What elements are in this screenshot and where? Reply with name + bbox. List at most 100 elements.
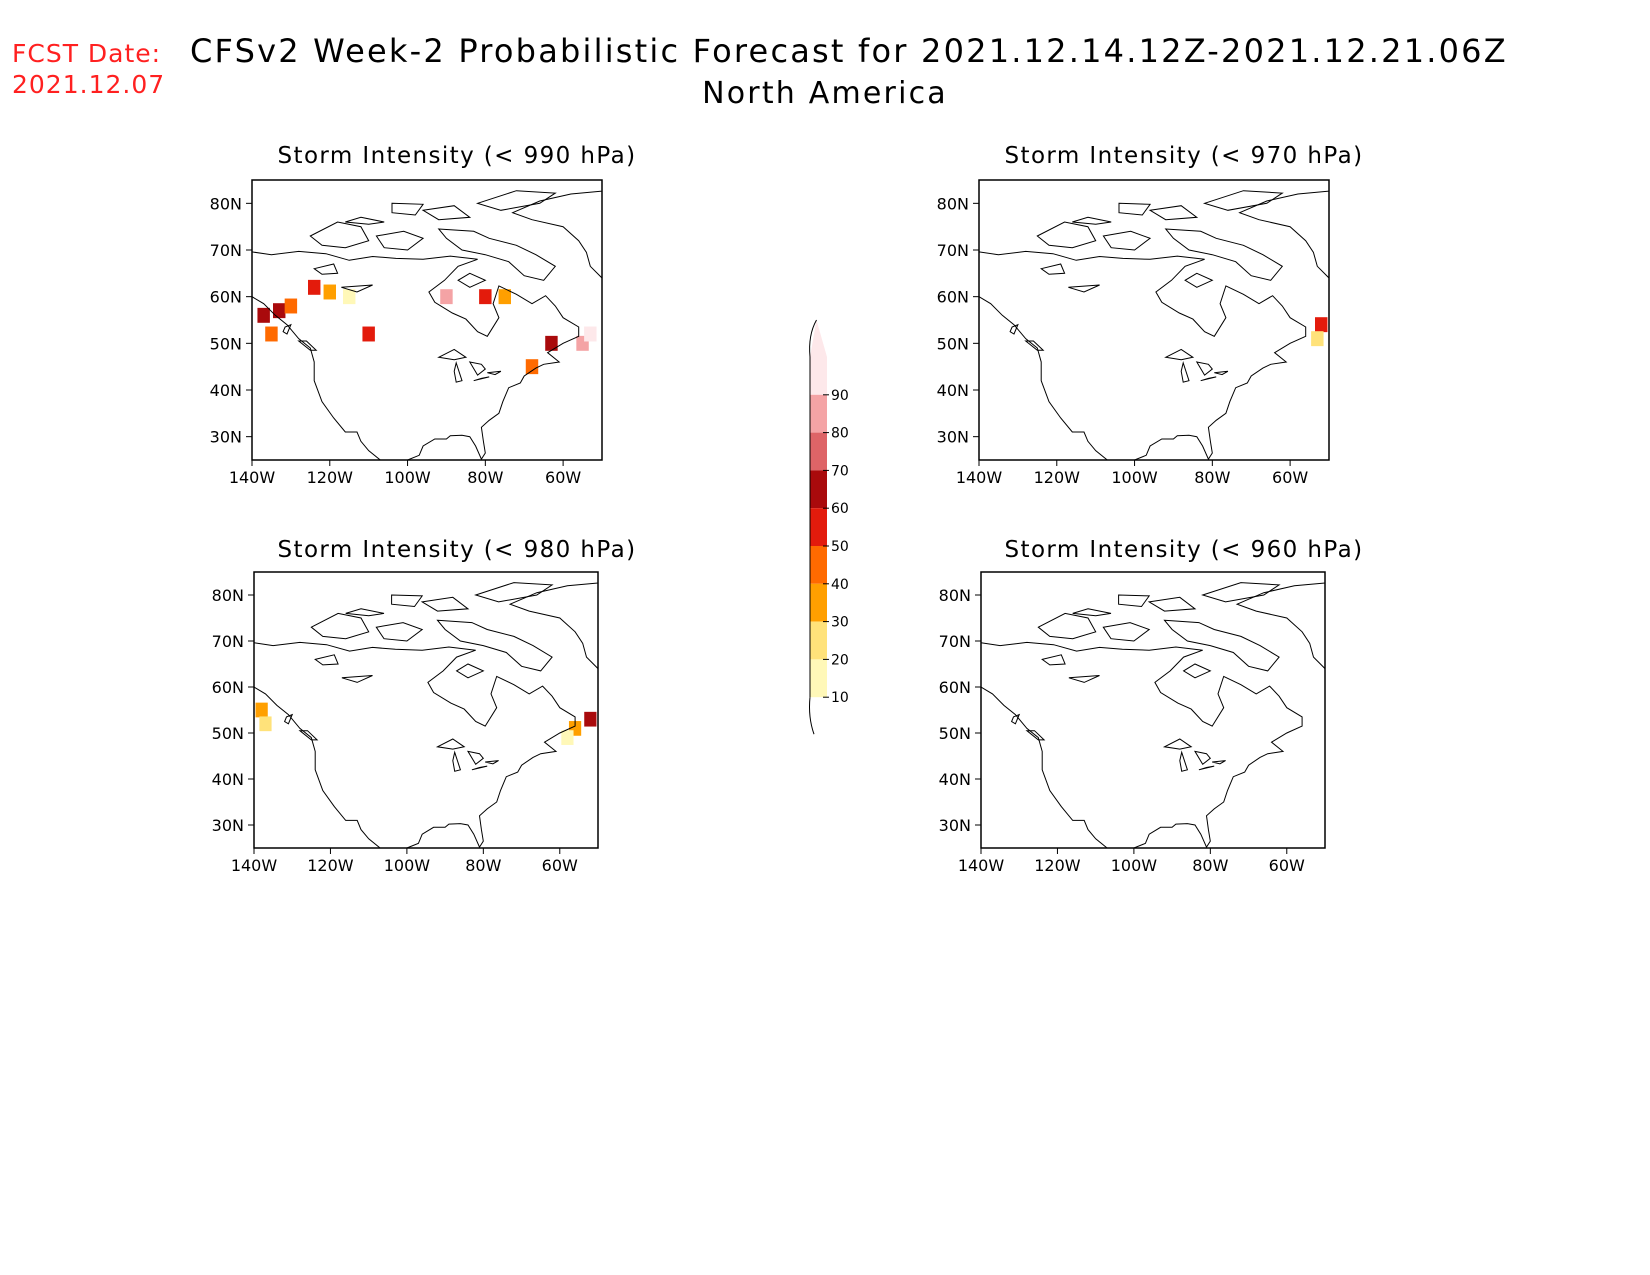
lon-label: 140W (229, 468, 276, 487)
lat-label: 60N (210, 288, 242, 307)
lat-label: 70N (939, 632, 971, 651)
lat-label: 70N (937, 241, 969, 260)
lon-label: 80W (1192, 856, 1228, 875)
probability-cell (265, 326, 278, 342)
lat-label: 50N (939, 724, 971, 743)
coastline (254, 641, 576, 848)
island-coast (1182, 663, 1212, 679)
lat-label: 50N (210, 334, 242, 353)
map-panel-960: 80N 70N 60N 50N 40N 30N 140W 120W 100W 80W 60W (939, 571, 1326, 875)
panel-title-970: Storm Intensity (< 970 hPa) (1004, 143, 1364, 169)
lake-outline (471, 765, 488, 771)
island-coast (474, 582, 554, 603)
island-coast (1102, 230, 1152, 251)
lon-label: 100W (384, 468, 431, 487)
lon-label: 80W (1194, 468, 1230, 487)
colorbar-label: 40 (831, 577, 849, 593)
lon-label: 120W (1034, 468, 1081, 487)
island-coast (375, 622, 424, 642)
lake-outline (1212, 760, 1226, 765)
island-coast (457, 272, 487, 288)
lon-label: 60W (542, 856, 578, 875)
colorbar-label: 50 (831, 539, 849, 555)
colorbar-label: 70 (831, 463, 849, 479)
panel-title-990: Storm Intensity (< 990 hPa) (277, 143, 637, 169)
coastline (979, 250, 1307, 460)
island-coast (391, 594, 424, 608)
forecast-date-value: 2021.12.07 (12, 70, 166, 99)
colorbar-bottom-edge (809, 697, 815, 735)
forecast-date: FCST Date: 2021.12.07 (12, 38, 165, 100)
island-coast (1184, 272, 1214, 288)
lake-outline (453, 361, 463, 383)
colorbar-swatch (810, 432, 827, 471)
colorbar-label: 90 (831, 388, 849, 404)
island-coast (1118, 594, 1151, 608)
island-coast (391, 202, 425, 216)
lat-label: 30N (210, 428, 242, 447)
lat-label: 70N (210, 241, 242, 260)
lat-label: 80N (937, 194, 969, 213)
island-coast (1201, 582, 1281, 603)
probability-cell (284, 298, 298, 314)
lake-outline (1198, 765, 1215, 771)
lat-label: 70N (212, 632, 244, 651)
lake-outline (1040, 263, 1066, 275)
map-panel-990: 80N 70N 60N 50N 40N 30N 140W 120W 100W 80W 60W (210, 179, 603, 487)
lat-label: 60N (937, 288, 969, 307)
lon-label: 100W (384, 856, 431, 875)
island-coast (1163, 619, 1280, 672)
island-coast (282, 323, 292, 335)
island-coast (1009, 323, 1019, 335)
map-frame (251, 179, 603, 461)
island-coast (475, 190, 557, 211)
lat-label: 50N (937, 334, 969, 353)
lat-label: 80N (939, 586, 971, 605)
colorbar-swatch (810, 546, 827, 584)
lon-label: 100W (1111, 856, 1158, 875)
island-coast (1102, 622, 1151, 642)
probability-cell (323, 284, 336, 300)
colorbar: 90 80 70 60 50 40 30 20 10 (809, 319, 849, 735)
lake-outline (1195, 361, 1214, 376)
lake-outline (487, 370, 502, 376)
lon-label: 120W (307, 468, 354, 487)
island-coast (436, 619, 553, 672)
lake-outline (341, 284, 373, 293)
probability-cell (440, 289, 453, 305)
lat-label: 40N (937, 381, 969, 400)
lon-label: 140W (231, 856, 278, 875)
lake-outline (314, 654, 339, 666)
greenland-coast (1238, 190, 1329, 279)
island-coast (421, 205, 472, 221)
island-coast (345, 608, 385, 617)
lake-outline (1068, 675, 1100, 683)
lake-outline (1068, 284, 1100, 293)
colorbar-label: 30 (831, 615, 849, 631)
lon-label: 140W (958, 856, 1005, 875)
lat-label: 40N (210, 381, 242, 400)
colorbar-swatch (810, 508, 827, 546)
lat-label: 80N (212, 586, 244, 605)
island-coast (1164, 228, 1284, 281)
lake-outline (1193, 750, 1212, 766)
map-panel-970: 80N 70N 60N 50N 40N 30N 140W 120W 100W 80W 60W (937, 179, 1330, 487)
lat-label: 60N (939, 678, 971, 697)
lat-label: 30N (212, 816, 244, 835)
probability-cell (584, 326, 597, 342)
lake-outline (466, 750, 485, 766)
island-coast (1025, 730, 1046, 741)
greenland-coast (511, 190, 602, 279)
probability-cell (1311, 331, 1324, 347)
lake-outline (1179, 750, 1189, 772)
island-coast (345, 216, 385, 225)
island-coast (455, 663, 485, 679)
lake-outline (313, 263, 339, 275)
island-coast (1072, 216, 1112, 225)
lat-label: 50N (212, 724, 244, 743)
colorbar-top-arrow (810, 320, 827, 357)
island-coast (1072, 608, 1112, 617)
lake-outline (1214, 370, 1229, 376)
forecast-date-label: FCST Date: (12, 39, 162, 68)
lake-outline (1162, 738, 1193, 750)
